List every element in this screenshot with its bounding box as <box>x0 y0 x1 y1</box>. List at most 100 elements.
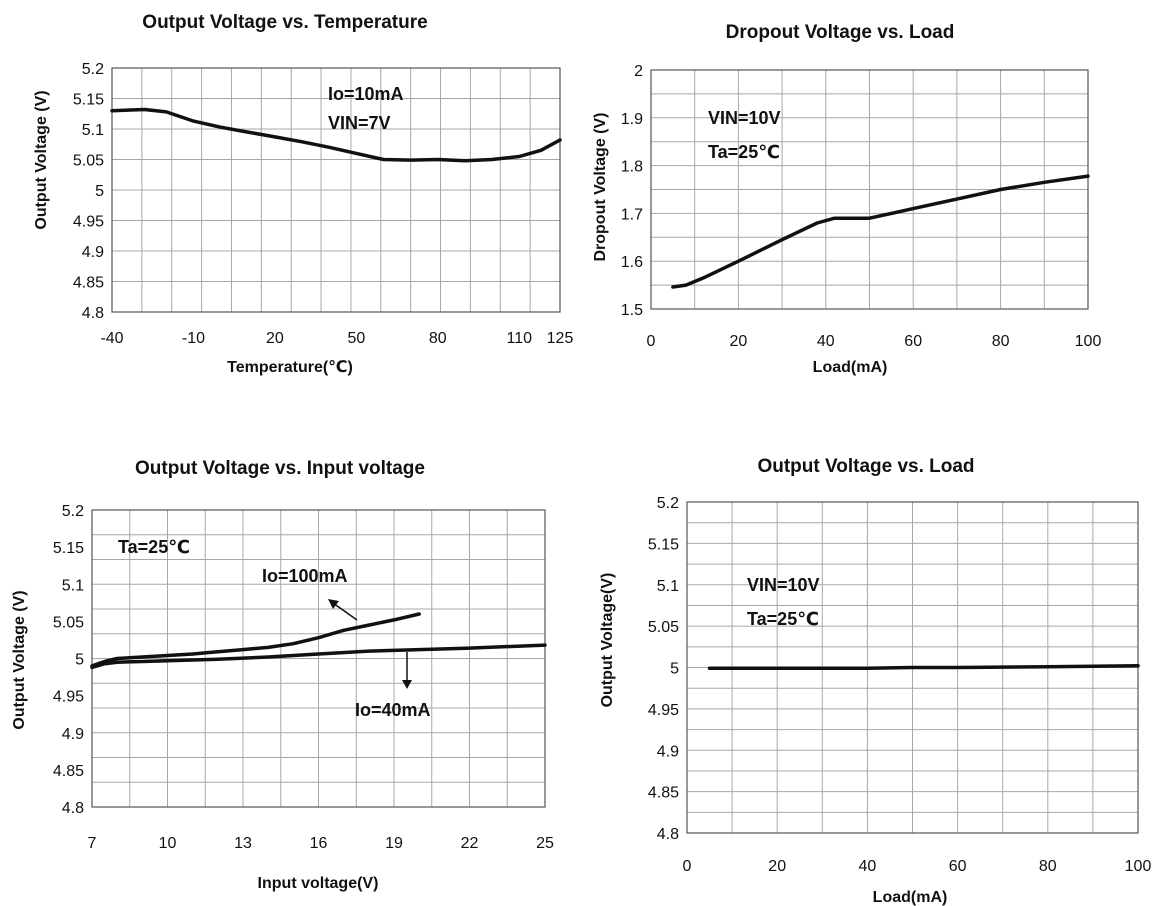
y-tick-label: 4.95 <box>648 702 679 719</box>
y-tick-label: 1.9 <box>621 111 643 128</box>
x-tick-label: 20 <box>768 858 786 875</box>
x-axis-label: Input voltage(V) <box>258 875 379 892</box>
x-tick-label: 19 <box>385 835 403 852</box>
x-tick-label: 16 <box>310 835 328 852</box>
y-tick-label: 5.15 <box>53 540 84 557</box>
chart-2: 2 1.9 1.8 1.7 1.6 1.50 20 40 60 80 100 Dropout Volt… <box>592 22 1101 376</box>
x-tick-label: 110 <box>507 330 533 347</box>
y-axis-label: Dropout Voltage (V) <box>592 112 609 261</box>
y-tick-label: 1.5 <box>621 302 643 319</box>
series-line-1 <box>707 664 1140 671</box>
x-tick-label: 0 <box>683 858 692 875</box>
y-tick-label: 2 <box>634 63 643 80</box>
y-tick-label: 4.85 <box>648 785 679 802</box>
plot-frame <box>91 509 546 808</box>
x-tick-label: 125 <box>547 330 574 347</box>
arrowhead-io100 <box>328 599 339 609</box>
y-tick-label: 5.15 <box>648 536 679 553</box>
y-tick-label: 4.95 <box>73 214 104 231</box>
x-tick-label: 13 <box>234 835 252 852</box>
y-tick-label: 4.85 <box>53 763 84 780</box>
plot-frame <box>650 69 1089 310</box>
y-tick-label: 5.1 <box>657 578 679 595</box>
x-tick-label: -40 <box>100 330 123 347</box>
annotation-label: Ta=25℃ <box>708 142 780 162</box>
x-tick-label: 20 <box>730 333 748 350</box>
annotation-label: Io=100mA <box>262 566 348 586</box>
y-tick-label: 5.05 <box>73 153 104 170</box>
series-line-1 <box>90 612 421 668</box>
x-tick-label: 40 <box>859 858 877 875</box>
x-tick-label: 20 <box>266 330 284 347</box>
x-tick-label: 25 <box>536 835 554 852</box>
series-line-1 <box>110 107 562 163</box>
y-tick-label: 5.05 <box>53 614 84 631</box>
chart-4: 5.2 5.15 5.1 5.05 5 4.95 4.9 4.85 4.80 20 40 60 80 10… <box>599 456 1151 906</box>
x-axis-label: Load(mA) <box>813 359 888 376</box>
series-line-1 <box>671 174 1090 289</box>
grid <box>92 510 545 807</box>
y-tick-label: 5.1 <box>82 122 104 139</box>
y-tick-label: 4.9 <box>82 244 104 261</box>
x-tick-label: 80 <box>992 333 1010 350</box>
y-tick-label: 5.1 <box>62 577 84 594</box>
y-tick-label: 4.8 <box>82 305 104 322</box>
y-tick-label: 5.2 <box>657 495 679 512</box>
x-tick-label: 10 <box>159 835 177 852</box>
y-tick-label: 5 <box>75 652 84 669</box>
y-tick-label: 5.15 <box>73 92 104 109</box>
grid <box>112 68 560 312</box>
x-tick-label: 100 <box>1125 858 1152 875</box>
plot-frame <box>111 67 561 313</box>
x-tick-label: 40 <box>817 333 835 350</box>
chart-title: Output Voltage vs. Input voltage <box>135 458 425 479</box>
x-tick-label: 22 <box>461 835 479 852</box>
y-tick-label: 5.2 <box>82 61 104 78</box>
y-axis-label: Output Voltage(V) <box>599 573 616 708</box>
annotation-arrows <box>328 599 412 689</box>
grid <box>651 70 1088 309</box>
y-tick-label: 5 <box>95 183 104 200</box>
y-tick-label: 4.85 <box>73 275 104 292</box>
annotation-label: Io=10mA <box>328 84 404 104</box>
y-tick-label: 1.7 <box>621 206 643 223</box>
x-axis-label: Temperature(℃) <box>227 359 353 376</box>
y-tick-label: 4.9 <box>657 743 679 760</box>
x-tick-label: 80 <box>429 330 447 347</box>
chart-1: 5.2 5.15 5.1 5.05 5 4.95 4.9 4.85 4.8 -40 -10 20 50 8… <box>33 12 573 376</box>
x-tick-label: -10 <box>182 330 205 347</box>
x-tick-label: 50 <box>347 330 365 347</box>
annotation-label: VIN=7V <box>328 113 391 133</box>
x-axis-label: Load(mA) <box>873 889 948 906</box>
chart-title: Output Voltage vs. Load <box>757 456 974 477</box>
x-tick-label: 60 <box>904 333 922 350</box>
annotation-label: Io=40mA <box>355 700 431 720</box>
chart-title: Output Voltage vs. Temperature <box>142 12 427 33</box>
y-tick-label: 1.6 <box>621 254 643 271</box>
annotation-label: Ta=25℃ <box>118 537 190 557</box>
y-tick-label: 4.95 <box>53 689 84 706</box>
annotation-label: VIN=10V <box>747 575 820 595</box>
y-axis-label: Output Voltage (V) <box>11 590 28 729</box>
arrowhead-io40 <box>402 680 412 689</box>
y-tick-label: 1.8 <box>621 159 643 176</box>
x-tick-label: 0 <box>647 333 656 350</box>
y-tick-label: 5.05 <box>648 619 679 636</box>
y-tick-label: 4.8 <box>657 826 679 843</box>
y-tick-label: 4.8 <box>62 800 84 817</box>
y-tick-label: 5 <box>670 661 679 678</box>
x-tick-label: 60 <box>949 858 967 875</box>
arrow-io100 <box>332 602 358 621</box>
x-tick-label: 7 <box>88 835 97 852</box>
y-tick-label: 4.9 <box>62 726 84 743</box>
chart-3: 5.2 5.15 5.1 5.05 5 4.95 4.9 4.85 4.8 7 10 13 16 19 22… <box>11 458 554 892</box>
x-tick-label: 100 <box>1075 333 1102 350</box>
series-line-2 <box>90 643 547 670</box>
x-tick-label: 80 <box>1039 858 1057 875</box>
chart-title: Dropout Voltage vs. Load <box>726 22 955 43</box>
annotation-label: Ta=25℃ <box>747 609 819 629</box>
y-axis-label: Output Voltage (V) <box>33 90 50 229</box>
annotation-label: VIN=10V <box>708 108 781 128</box>
